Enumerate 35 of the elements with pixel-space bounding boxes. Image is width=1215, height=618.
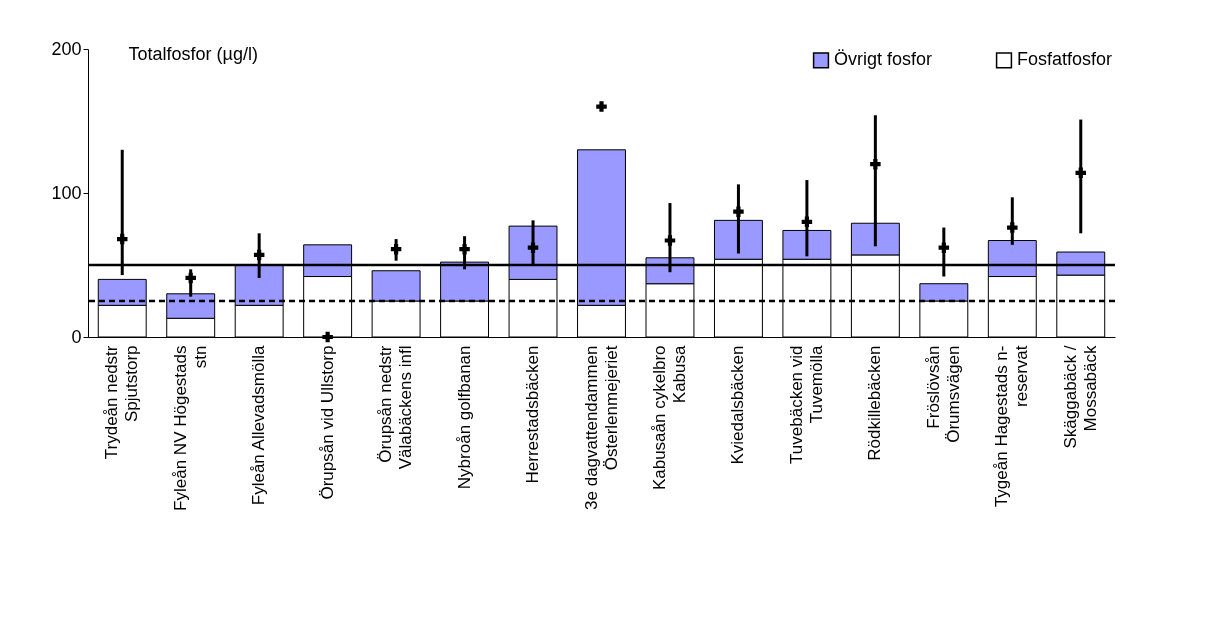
x-tick-label: Trydeån nedstr Spjutstorp (102, 345, 142, 460)
x-tick-label: Tuvebäcken vid Tuvemölla (786, 344, 826, 464)
point (801, 216, 813, 228)
point (1007, 222, 1018, 233)
point (253, 249, 265, 261)
x-tick-label: Rödkillebäcken (865, 345, 885, 461)
point (870, 158, 881, 170)
legend-label: Övrigt fosfor (834, 49, 933, 70)
point (390, 243, 402, 255)
point (527, 242, 539, 253)
x-tick-label: Kviedalsbäcken (728, 345, 748, 465)
x-tick-label: Örupsån nedstr Välabäckens infl (376, 345, 416, 470)
point (733, 206, 744, 217)
point (664, 235, 676, 246)
legend-label: Fosfatfosfor (1017, 49, 1113, 70)
x-tick-label: Kabusaån cykelbro Kabusa (649, 344, 689, 491)
x-tick-label: Örupsån vid Ullstorp (317, 345, 337, 500)
x-tick-label: Fyleån NV Högestads stn (170, 345, 210, 511)
x-tick-label: Fyleån Allevadsmölla (249, 344, 269, 506)
x-tick-label: Nybroån golfbanan (454, 345, 474, 490)
y-tick-label: 200 (51, 38, 82, 59)
y-axis-title: Totalfosfor (µg/l) (128, 43, 258, 64)
point (459, 243, 470, 255)
point (322, 331, 333, 343)
point (1075, 167, 1087, 179)
x-tick-label: 3e dagvattendammen Österlenmejeriet (581, 345, 621, 510)
x-tick-label: Fröslövsån Örumsvägen (923, 345, 963, 443)
x-tick-label: Tygeån Hagestads n-reservat (992, 345, 1032, 508)
x-tick-label: Herrestadsbäcken (523, 345, 543, 484)
point (116, 233, 128, 245)
point (596, 101, 607, 112)
point (185, 272, 196, 284)
y-tick-label: 0 (71, 326, 82, 347)
y-tick-label: 100 (51, 182, 82, 203)
point (938, 242, 950, 253)
